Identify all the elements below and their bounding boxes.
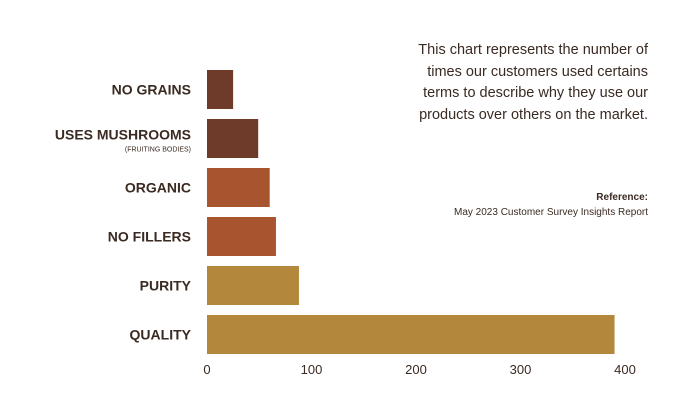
category-label-organic: ORGANIC — [125, 180, 191, 196]
category-label-purity: PURITY — [140, 278, 192, 294]
reference-text: May 2023 Customer Survey Insights Report — [454, 207, 648, 218]
x-tick-label-200: 200 — [405, 362, 427, 377]
category-label-no-grains: NO GRAINS — [112, 82, 191, 98]
category-label-quality: QUALITY — [130, 327, 192, 343]
reference-block: Reference: May 2023 Customer Survey Insi… — [388, 190, 648, 220]
bar-no-grains — [207, 70, 234, 109]
x-tick-label-100: 100 — [301, 362, 323, 377]
category-label-no-fillers: NO FILLERS — [108, 229, 191, 245]
reference-title: Reference: — [596, 192, 648, 203]
x-tick-label-400: 400 — [614, 362, 636, 377]
x-tick-label-300: 300 — [510, 362, 532, 377]
bar-organic — [207, 168, 270, 207]
x-tick-label-0: 0 — [203, 362, 210, 377]
chart-description: This chart represents the number of time… — [418, 42, 648, 123]
bar-no-fillers — [207, 217, 276, 256]
bar-uses-mushrooms — [207, 119, 259, 158]
bar-purity — [207, 266, 299, 305]
category-sublabel-uses-mushrooms: (FRUITING BODIES) — [125, 147, 191, 154]
bar-quality — [207, 315, 615, 354]
category-label-uses-mushrooms: USES MUSHROOMS — [55, 127, 191, 143]
